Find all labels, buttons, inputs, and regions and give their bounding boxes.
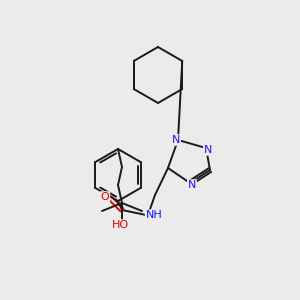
Text: NH: NH	[146, 210, 162, 220]
Text: O: O	[100, 192, 109, 202]
Text: N: N	[172, 135, 180, 145]
Text: HO: HO	[111, 220, 129, 230]
Text: N: N	[204, 145, 212, 155]
Text: N: N	[188, 180, 196, 190]
